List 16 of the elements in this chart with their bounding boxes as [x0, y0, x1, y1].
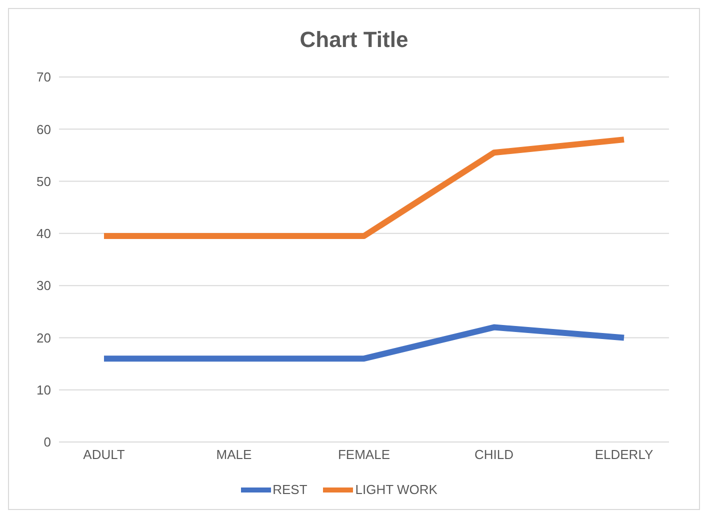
y-tick-label: 70 — [36, 70, 51, 85]
x-tick-label: MALE — [216, 447, 252, 462]
x-tick-label: FEMALE — [338, 447, 390, 462]
x-tick-label: CHILD — [474, 447, 514, 462]
y-tick-label: 60 — [36, 122, 51, 137]
x-tick-label: ELDERLY — [594, 447, 654, 462]
y-tick-label: 50 — [36, 174, 51, 189]
y-tick-label: 40 — [36, 226, 51, 242]
y-tick-label: 20 — [36, 330, 51, 346]
chart-title: Chart Title — [298, 26, 410, 54]
y-tick-label: 10 — [36, 382, 51, 398]
y-tick-label: 0 — [44, 434, 51, 450]
y-tick-label: 30 — [36, 278, 51, 294]
legend-label: LIGHT WORK — [354, 482, 438, 497]
legend-label: REST — [272, 482, 308, 497]
x-tick-label: ADULT — [83, 447, 125, 462]
